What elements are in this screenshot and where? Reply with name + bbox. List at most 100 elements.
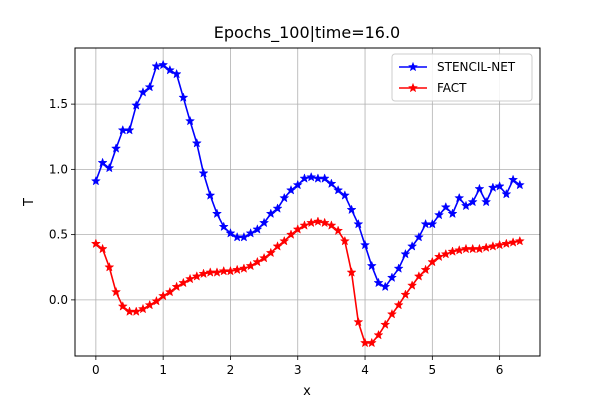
data-point — [191, 271, 202, 281]
data-point — [454, 244, 465, 255]
data-point — [353, 316, 364, 327]
data-point — [259, 252, 270, 263]
x-tick-label: 0 — [92, 363, 100, 377]
data-point — [104, 261, 115, 272]
data-point — [434, 251, 445, 262]
data-point — [353, 218, 364, 229]
data-point — [131, 306, 142, 316]
data-point — [306, 171, 317, 182]
data-point — [279, 192, 290, 203]
data-point — [285, 229, 297, 239]
data-point — [339, 190, 350, 200]
data-point — [285, 184, 297, 195]
data-point — [407, 241, 418, 251]
data-point — [90, 238, 101, 249]
data-point — [279, 235, 290, 246]
data-point — [440, 248, 451, 259]
legend-label: FACT — [437, 81, 467, 95]
data-point — [238, 231, 249, 242]
data-point — [312, 216, 323, 226]
data-point — [501, 238, 512, 249]
data-point — [137, 87, 149, 97]
data-point — [265, 247, 276, 258]
data-point — [386, 308, 398, 319]
data-point — [198, 268, 209, 279]
data-point — [205, 190, 216, 200]
data-point — [494, 181, 505, 191]
data-point — [481, 196, 492, 207]
data-point — [373, 329, 384, 340]
data-point — [494, 239, 505, 250]
data-point — [272, 241, 283, 251]
data-point — [460, 200, 472, 211]
y-tick-label: 1.5 — [49, 97, 68, 111]
data-point — [359, 239, 371, 250]
x-tick-label: 4 — [361, 363, 369, 377]
data-point — [151, 295, 162, 306]
data-point — [514, 235, 525, 246]
data-point — [393, 299, 404, 310]
x-tick-label: 6 — [496, 363, 504, 377]
ticks: 0 1 2 3 4 5 6 0.0 0.5 1.0 1.5 — [49, 97, 504, 377]
data-point — [380, 319, 391, 329]
data-point — [386, 272, 398, 282]
data-point — [97, 157, 108, 168]
data-point — [144, 81, 155, 92]
data-point — [185, 115, 196, 126]
data-point — [225, 228, 236, 238]
data-point — [151, 60, 162, 71]
data-point — [333, 225, 344, 236]
data-point — [252, 224, 263, 234]
data-point — [252, 256, 263, 267]
data-point — [245, 228, 256, 238]
data-point — [427, 218, 438, 229]
x-tick-label: 5 — [429, 363, 437, 377]
data-point — [319, 173, 330, 183]
data-point — [467, 196, 478, 207]
data-point — [306, 217, 317, 228]
data-point — [427, 256, 438, 267]
data-point — [326, 220, 337, 230]
data-point — [400, 289, 411, 299]
data-point — [178, 92, 189, 102]
data-point — [434, 209, 445, 220]
series-fact — [90, 216, 525, 348]
legend-entries: STENCIL-NET FACT — [399, 60, 516, 95]
data-point — [487, 241, 498, 251]
data-point — [508, 237, 519, 247]
plot-frame — [74, 47, 541, 357]
data-point — [481, 242, 492, 252]
data-point — [171, 68, 182, 79]
legend-box — [391, 53, 533, 102]
legend-marker — [407, 61, 419, 72]
data-point — [137, 303, 149, 314]
data-point — [373, 277, 384, 288]
y-tick-label: 0.5 — [49, 228, 68, 242]
data-point — [447, 246, 458, 256]
data-point — [191, 137, 202, 148]
data-point — [339, 235, 350, 246]
data-point — [164, 64, 175, 75]
data-point — [333, 184, 344, 195]
data-point — [413, 231, 424, 242]
data-point — [211, 267, 223, 277]
data-point — [218, 221, 229, 232]
data-point — [420, 264, 431, 275]
data-point — [440, 201, 451, 212]
data-point — [501, 188, 512, 199]
series-stencil-net — [90, 59, 525, 292]
legend-label: STENCIL-NET — [437, 60, 516, 74]
data-point — [124, 124, 135, 135]
data-point — [393, 263, 404, 273]
data-point — [259, 217, 270, 228]
data-point — [185, 273, 196, 284]
data-point — [164, 286, 175, 297]
x-tick-label: 3 — [294, 363, 302, 377]
data-point — [245, 260, 256, 271]
data-point — [131, 100, 142, 110]
data-point — [90, 175, 101, 186]
data-point — [225, 265, 236, 276]
data-point — [110, 286, 122, 297]
x-tick-label: 2 — [227, 363, 235, 377]
data-point — [238, 263, 249, 273]
